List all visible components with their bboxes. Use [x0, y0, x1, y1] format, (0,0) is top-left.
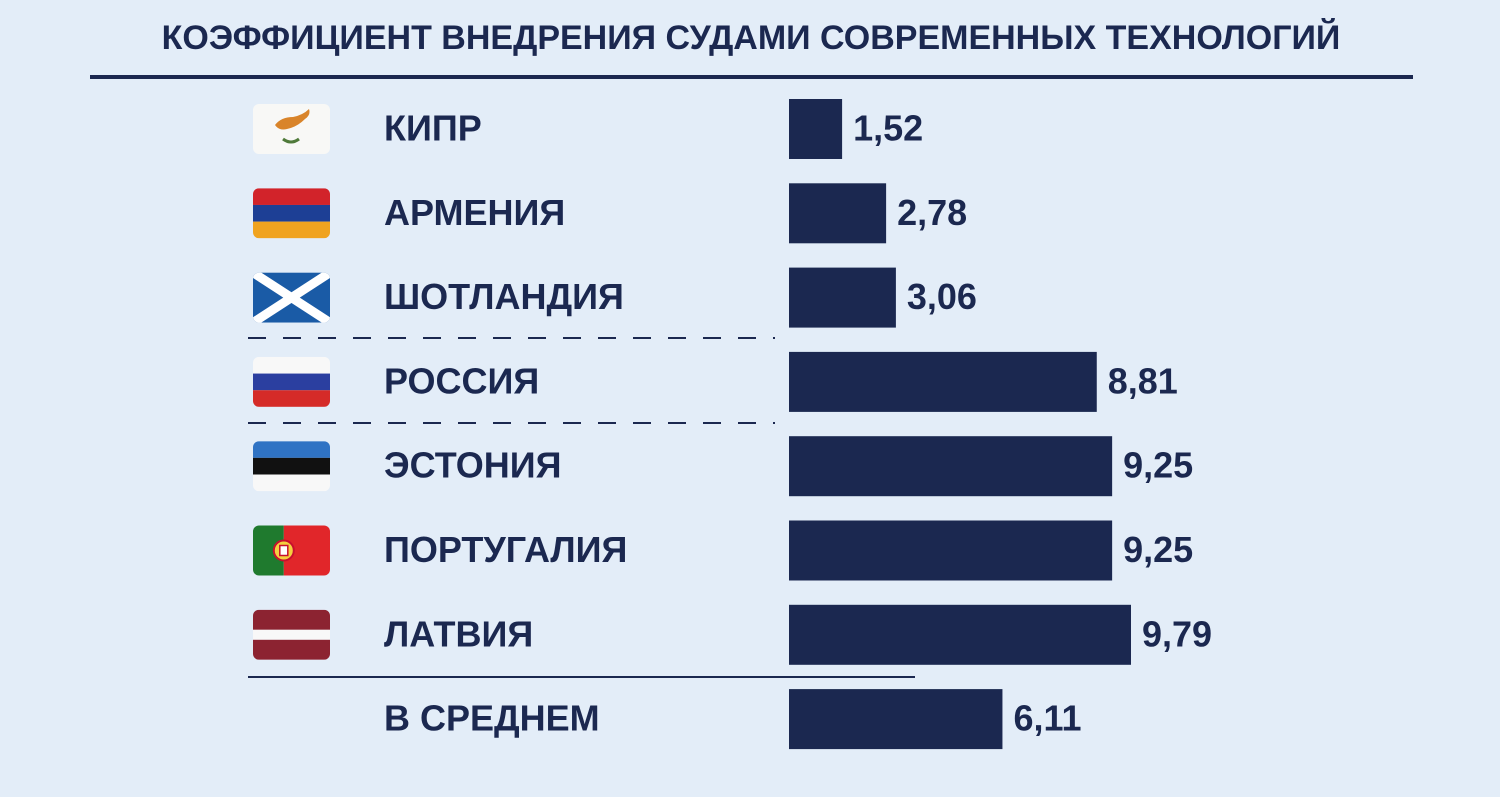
- bar: [789, 351, 1097, 412]
- flag-stripe: [253, 221, 330, 239]
- flag-stripe: [253, 457, 330, 475]
- flag: [253, 104, 330, 154]
- value-label: 6,11: [1013, 698, 1081, 739]
- flag-stripe: [253, 204, 330, 222]
- flag-stripe: [253, 188, 330, 205]
- value-label: 9,25: [1123, 529, 1193, 570]
- category-label: ЭСТОНИЯ: [384, 445, 562, 486]
- value-label: 9,25: [1123, 445, 1193, 486]
- bar: [789, 183, 887, 244]
- flag: [253, 525, 330, 576]
- value-label: 8,81: [1108, 360, 1178, 401]
- flag-body: [253, 441, 330, 492]
- value-label: 1,52: [853, 108, 923, 149]
- bar: [789, 99, 843, 159]
- flag-emblem: [282, 137, 300, 144]
- flag-stripe: [253, 474, 330, 492]
- bar: [789, 267, 896, 328]
- flag-body: [253, 356, 330, 407]
- flag-body: [253, 609, 330, 660]
- flag-stripe: [253, 629, 330, 640]
- value-label: 9,79: [1142, 613, 1212, 654]
- bar: [789, 520, 1113, 581]
- category-label: ПОРТУГАЛИЯ: [384, 529, 627, 570]
- flag-emblem: [275, 109, 310, 130]
- flag-body: [253, 525, 330, 576]
- flag-stripe: [253, 356, 330, 374]
- bar: [789, 604, 1131, 665]
- value-label: 2,78: [897, 192, 967, 233]
- flag-stripe: [253, 639, 330, 660]
- flag-body: [253, 188, 330, 239]
- flag-body: [253, 104, 330, 154]
- category-label: КИПР: [384, 108, 482, 149]
- flag-emblem: [279, 544, 289, 557]
- flag-stripe: [253, 390, 330, 407]
- category-label: В СРЕДНЕМ: [384, 698, 600, 739]
- flag-body: [253, 272, 330, 323]
- flag: [253, 188, 330, 239]
- flag: [253, 609, 330, 660]
- category-label: ШОТЛАНДИЯ: [384, 276, 624, 317]
- value-label: 3,06: [907, 276, 977, 317]
- category-label: АРМЕНИЯ: [384, 192, 565, 233]
- category-label: ЛАТВИЯ: [384, 613, 533, 654]
- flag: [253, 441, 330, 492]
- flag-stripe: [253, 609, 330, 630]
- bar: [789, 436, 1113, 497]
- flag: [253, 272, 330, 323]
- flag-stripe: [253, 104, 330, 154]
- flag-stripe: [253, 373, 330, 391]
- chart-title: КОЭФФИЦИЕНТ ВНЕДРЕНИЯ СУДАМИ СОВРЕМЕННЫХ…: [162, 18, 1341, 57]
- flag: [253, 356, 330, 407]
- category-label: РОССИЯ: [384, 360, 539, 401]
- flag-stripe: [253, 441, 330, 458]
- flag-saltire: [253, 272, 330, 323]
- bar: [789, 689, 1003, 750]
